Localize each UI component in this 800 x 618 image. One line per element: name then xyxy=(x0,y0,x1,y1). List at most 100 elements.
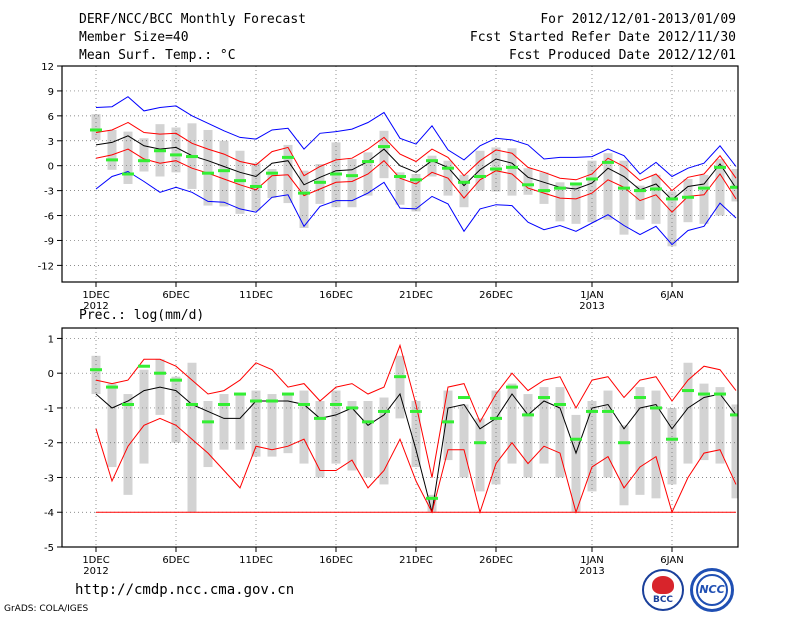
temp-observed-35 xyxy=(634,189,646,193)
prec-observed-3 xyxy=(122,402,134,406)
temp-observed-37 xyxy=(666,197,678,201)
prec-xtick-label-4: 21DEC xyxy=(399,555,433,566)
prec-observed-23 xyxy=(442,420,454,424)
temp-box-17 xyxy=(347,159,357,208)
temp-ytick-label-8: -12 xyxy=(38,261,54,272)
temp-observed-41 xyxy=(730,185,738,189)
temp-observed-4 xyxy=(138,159,150,163)
prec-xtick-label-0: 1DEC xyxy=(82,555,109,566)
temp-observed-9 xyxy=(218,169,230,173)
temp-xtick-label-6: 1JAN xyxy=(580,290,603,301)
prec-box-40 xyxy=(715,387,725,464)
prec-xtick-year-6: 2013 xyxy=(579,566,604,577)
temp-ytick-label-2: 6 xyxy=(48,112,54,123)
temp-box-1 xyxy=(91,114,101,140)
temp-observed-20 xyxy=(394,174,406,178)
temp-box-39 xyxy=(699,174,709,224)
temp-xtick-label-3: 16DEC xyxy=(319,290,353,301)
temp-box-41 xyxy=(731,169,738,202)
prec-box-11 xyxy=(251,390,261,457)
prec-ytick-label-1: 0 xyxy=(48,369,54,380)
temp-box-34 xyxy=(619,160,629,235)
temp-xtick-label-4: 21DEC xyxy=(399,290,433,301)
temp-ytick-label-7: -9 xyxy=(44,236,54,247)
temp-observed-26 xyxy=(490,167,502,171)
temp-box-4 xyxy=(139,138,149,172)
variable-label: Mean Surf. Temp.: °C xyxy=(79,48,236,63)
prec-observed-34 xyxy=(618,441,630,445)
prec-box-2 xyxy=(107,383,117,468)
temp-box-2 xyxy=(107,129,117,170)
prec-observed-14 xyxy=(298,402,310,406)
prec-box-13 xyxy=(283,394,293,454)
prec-ytick-label-0: 1 xyxy=(48,334,54,345)
temp-observed-13 xyxy=(282,155,294,159)
forecast-title: DERF/NCC/BCC Monthly Forecast xyxy=(79,12,306,27)
temp-box-28 xyxy=(523,168,533,195)
prec-xtick-label-2: 11DEC xyxy=(239,555,273,566)
temp-observed-31 xyxy=(570,182,582,186)
temp-box-14 xyxy=(299,170,309,228)
temp-observed-5 xyxy=(154,149,166,153)
prec-observed-39 xyxy=(698,392,710,396)
temp-observed-33 xyxy=(602,160,614,164)
temp-observed-30 xyxy=(554,186,566,190)
prec-observed-41 xyxy=(730,413,738,417)
temp-observed-12 xyxy=(266,171,278,175)
produced-date: Fcst Produced Date 2012/12/01 xyxy=(509,48,736,63)
prec-box-17 xyxy=(347,401,357,471)
prec-observed-28 xyxy=(522,413,534,417)
temp-box-15 xyxy=(315,164,325,204)
prec-box-19 xyxy=(379,397,389,485)
temp-box-8 xyxy=(203,129,213,206)
prec-box-35 xyxy=(635,387,645,495)
temp-box-21 xyxy=(411,174,421,212)
temp-frame xyxy=(61,65,739,283)
temp-ytick-label-1: 9 xyxy=(48,87,54,98)
prec-observed-18 xyxy=(362,420,374,424)
prec-observed-5 xyxy=(154,371,166,375)
prec-box-28 xyxy=(523,394,533,478)
temp-observed-2 xyxy=(106,158,118,162)
prec-xtick-label-1: 6DEC xyxy=(162,555,189,566)
prec-observed-21 xyxy=(410,409,422,413)
temp-xtick-label-2: 11DEC xyxy=(239,290,273,301)
temp-box-10 xyxy=(235,150,245,214)
temp-plot-area xyxy=(62,66,738,282)
prec-box-36 xyxy=(651,390,661,499)
temp-xtick-label-1: 6DEC xyxy=(162,290,189,301)
prec-plot-area xyxy=(62,328,738,547)
forecast-period: For 2012/12/01-2013/01/09 xyxy=(540,12,736,27)
temp-xtick-label-0: 1DEC xyxy=(82,290,109,301)
prec-xtick-label-5: 26DEC xyxy=(479,555,513,566)
temp-observed-27 xyxy=(506,165,518,169)
temp-box-31 xyxy=(571,184,581,224)
ncc-globe-icon xyxy=(696,574,728,606)
temp-observed-11 xyxy=(250,184,262,188)
prec-box-14 xyxy=(299,390,309,464)
bcc-logo-text: BCC xyxy=(652,595,674,605)
temp-observed-32 xyxy=(586,177,598,181)
prec-box-34 xyxy=(619,425,629,506)
prec-observed-19 xyxy=(378,409,390,413)
temp-ytick-label-6: -6 xyxy=(44,212,54,223)
temp-box-29 xyxy=(539,172,549,204)
prec-observed-32 xyxy=(586,409,598,413)
prec-box-20 xyxy=(395,355,405,419)
temp-observed-8 xyxy=(202,171,214,175)
ncc-logo-text: NCC xyxy=(699,583,725,596)
prec-ytick-label-2: -1 xyxy=(44,404,54,415)
prec-line-spread-upper xyxy=(95,343,737,478)
temp-observed-21 xyxy=(410,178,422,182)
temp-box-35 xyxy=(635,185,645,220)
website-url[interactable]: http://cmdp.ncc.cma.gov.cn xyxy=(75,582,295,598)
prec-observed-13 xyxy=(282,392,294,396)
temp-observed-7 xyxy=(186,155,198,159)
prec-observed-36 xyxy=(650,406,662,410)
prec-frame xyxy=(61,327,739,548)
temp-box-19 xyxy=(379,130,389,179)
temp-box-13 xyxy=(283,144,293,204)
temp-observed-17 xyxy=(346,174,358,178)
prec-observed-22 xyxy=(426,496,438,500)
member-size: Member Size=40 xyxy=(79,30,189,45)
